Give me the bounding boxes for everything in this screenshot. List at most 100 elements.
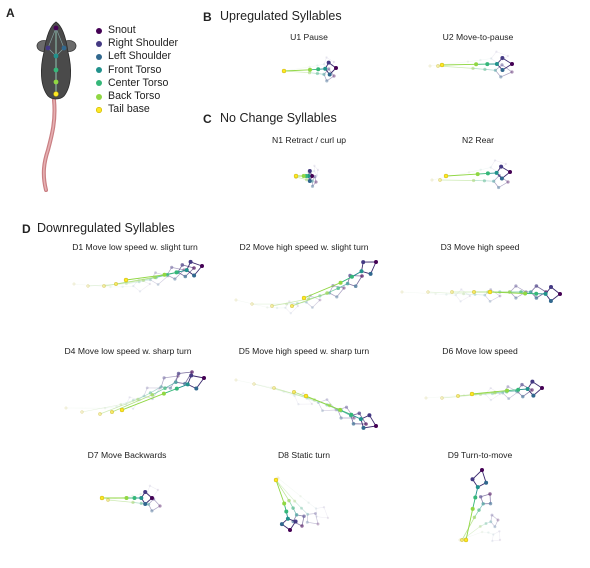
- skeleton-center-torso: [479, 168, 482, 171]
- syllable-plot-d6: [424, 379, 544, 402]
- skeleton-right-shoulder: [313, 175, 317, 179]
- skeleton-right-shoulder: [302, 392, 305, 395]
- legend-label: Right Shoulder: [108, 37, 179, 50]
- skeleton-back-torso: [338, 280, 343, 285]
- skeleton-tail-base: [99, 495, 105, 501]
- skeleton-center-torso: [336, 286, 341, 291]
- skeleton-snout: [374, 260, 378, 264]
- skeleton-front-torso: [492, 533, 495, 536]
- skeleton-front-torso: [345, 281, 350, 286]
- skeleton-back-torso: [505, 388, 510, 393]
- skeleton-left-shoulder: [500, 68, 505, 72]
- syllable-plot-n2-frame: [438, 173, 510, 190]
- skeleton-tail-base: [439, 62, 445, 68]
- skeleton-snout: [506, 54, 510, 58]
- skeleton-tail-base: [102, 284, 106, 288]
- skeleton-right-shoulder: [470, 477, 475, 482]
- syllable-plot-d4: [64, 370, 206, 416]
- skeleton-front-torso: [529, 290, 533, 294]
- skeleton-tail-base: [272, 386, 276, 390]
- syllable-plot-d1-frame: [72, 278, 152, 293]
- skeleton-right-shoulder: [307, 169, 312, 173]
- skeleton-snout: [192, 266, 196, 270]
- legend-item: Back Torso: [96, 90, 178, 103]
- skeleton-right-shoulder: [288, 300, 291, 303]
- skeleton-front-torso: [322, 72, 326, 76]
- skeleton-left-shoulder: [507, 397, 511, 401]
- skeleton-left-shoulder: [521, 394, 525, 399]
- skeleton-tail-base: [270, 304, 274, 308]
- skeleton-left-shoulder: [514, 296, 518, 300]
- syllable-plot-d5-frame: [292, 390, 368, 426]
- skeleton-right-shoulder: [145, 386, 149, 390]
- skeleton-right-shoulder: [162, 376, 166, 380]
- skeleton-left-shoulder: [173, 277, 177, 281]
- skeleton-center-torso: [445, 293, 448, 296]
- skeleton-snout: [158, 504, 162, 508]
- skeleton-front-torso: [159, 385, 163, 389]
- skeleton-center-torso: [174, 270, 179, 275]
- skeleton-left-shoulder: [497, 185, 501, 190]
- skeleton-left-shoulder: [156, 283, 160, 286]
- skeleton-snout: [202, 376, 206, 380]
- mouse-tail-highlight: [43, 99, 56, 191]
- syllable-plot-u1-frame: [281, 60, 338, 77]
- syllable-plot-n1-frame: [294, 175, 318, 188]
- skeleton-back-torso: [475, 172, 480, 177]
- syllable-plot-u2-frame: [436, 63, 514, 79]
- skeleton-center-torso: [316, 67, 321, 72]
- skeleton-back-torso: [282, 501, 287, 506]
- skeleton-back-torso: [119, 403, 123, 406]
- skeleton-right-shoulder: [314, 512, 317, 515]
- skeleton-right-shoulder: [500, 56, 505, 60]
- skeleton-right-shoulder: [143, 490, 148, 494]
- skeleton-back-torso: [305, 178, 309, 182]
- skeleton-right-shoulder: [176, 371, 181, 376]
- skeleton-tail-base: [290, 304, 295, 309]
- skeleton-front-torso: [490, 57, 493, 60]
- skeleton-back-torso: [523, 291, 528, 296]
- skeleton-left-shoulder: [138, 290, 142, 293]
- legend-swatch: [96, 27, 102, 34]
- skeleton-back-torso: [150, 393, 155, 397]
- skeleton-right-shoulder: [530, 379, 535, 384]
- skeleton-center-torso: [307, 501, 310, 504]
- skeleton-left-shoulder: [150, 509, 154, 513]
- skeleton-center-torso: [534, 291, 539, 296]
- skeleton-left-shoulder: [335, 295, 339, 299]
- syllable-plot-u2-frame: [439, 56, 514, 72]
- skeleton-tail-base: [72, 282, 76, 286]
- skeleton-center-torso: [473, 495, 478, 500]
- skeleton-back-torso: [474, 62, 479, 67]
- skeleton-left-shoulder: [459, 300, 462, 303]
- skeleton-left-shoulder: [531, 393, 536, 398]
- keypoint-legend: Snout Right Shoulder Left Shoulder Front…: [96, 24, 178, 116]
- skeleton-tail-base: [292, 390, 297, 395]
- skeleton-center-torso: [163, 386, 167, 391]
- skeleton-tail-base: [440, 396, 444, 400]
- skeleton-snout: [310, 402, 314, 406]
- syllable-plot-d4-frame: [80, 386, 162, 414]
- skeleton-left-shoulder: [131, 407, 135, 410]
- skeleton-snout: [156, 488, 160, 492]
- skeleton-right-shoulder: [495, 50, 498, 53]
- skeleton-front-torso: [184, 268, 189, 273]
- skeleton-center-torso: [349, 412, 354, 417]
- skeleton-tail-base: [80, 410, 84, 414]
- syllable-title-d4: D4 Move low speed w. sharp turn: [64, 346, 192, 356]
- legend-label: Center Torso: [108, 76, 169, 89]
- keypoint-tail-base: [53, 91, 59, 97]
- skeleton-snout: [506, 180, 510, 184]
- syllable-plot-d5-frame: [272, 386, 356, 420]
- skeleton-snout: [342, 286, 346, 290]
- skeleton-tail-base: [293, 173, 299, 179]
- syllable-plot-d8-frame: [274, 478, 306, 528]
- syllable-plot-d9-frame: [460, 492, 493, 542]
- skeleton-left-shoulder: [534, 296, 539, 300]
- skeleton-snout: [326, 516, 330, 520]
- skeleton-snout: [508, 170, 512, 174]
- legend-item: Center Torso: [96, 77, 178, 90]
- skeleton-front-torso: [306, 512, 310, 516]
- skeleton-right-shoulder: [188, 259, 193, 264]
- syllable-plot-d1-frame: [123, 259, 204, 283]
